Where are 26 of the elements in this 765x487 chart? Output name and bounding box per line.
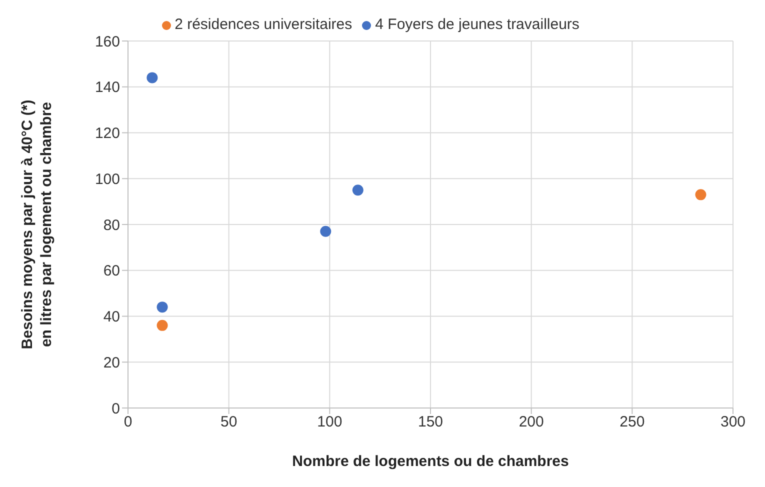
y-tick-label: 100 bbox=[94, 170, 120, 188]
y-axis-title: Besoins moyens par jour à 40°C (*) en litres par logement ou chambre bbox=[19, 100, 55, 350]
y-tick-label: 160 bbox=[94, 33, 120, 50]
x-tick-label: 50 bbox=[220, 414, 238, 431]
point bbox=[695, 189, 706, 200]
y-tick-label: 120 bbox=[94, 125, 120, 142]
y-tick-label: 0 bbox=[112, 400, 120, 418]
y-tick-label: 80 bbox=[103, 216, 120, 234]
point bbox=[156, 302, 168, 313]
y-tick-label: 60 bbox=[103, 262, 120, 280]
y-tick-label: 40 bbox=[103, 308, 120, 326]
legend-label: 4 Foyers de jeunes travailleurs bbox=[375, 16, 580, 33]
legend-label: 2 résidences universitaires bbox=[174, 16, 352, 33]
y-tick-label: 140 bbox=[94, 79, 120, 96]
y-tick-label: 20 bbox=[103, 354, 120, 372]
point bbox=[146, 72, 158, 84]
x-tick-label: 150 bbox=[418, 414, 444, 431]
x-tick-label: 300 bbox=[720, 414, 746, 431]
point bbox=[156, 320, 168, 331]
x-tick-label: 200 bbox=[518, 414, 544, 431]
point bbox=[352, 184, 364, 196]
point bbox=[320, 226, 332, 237]
x-axis-title: Nombre de logements ou de chambres bbox=[292, 453, 569, 470]
x-tick-label: 250 bbox=[620, 414, 645, 431]
x-tick-label: 0 bbox=[124, 414, 132, 431]
x-tick-label: 100 bbox=[317, 414, 342, 431]
